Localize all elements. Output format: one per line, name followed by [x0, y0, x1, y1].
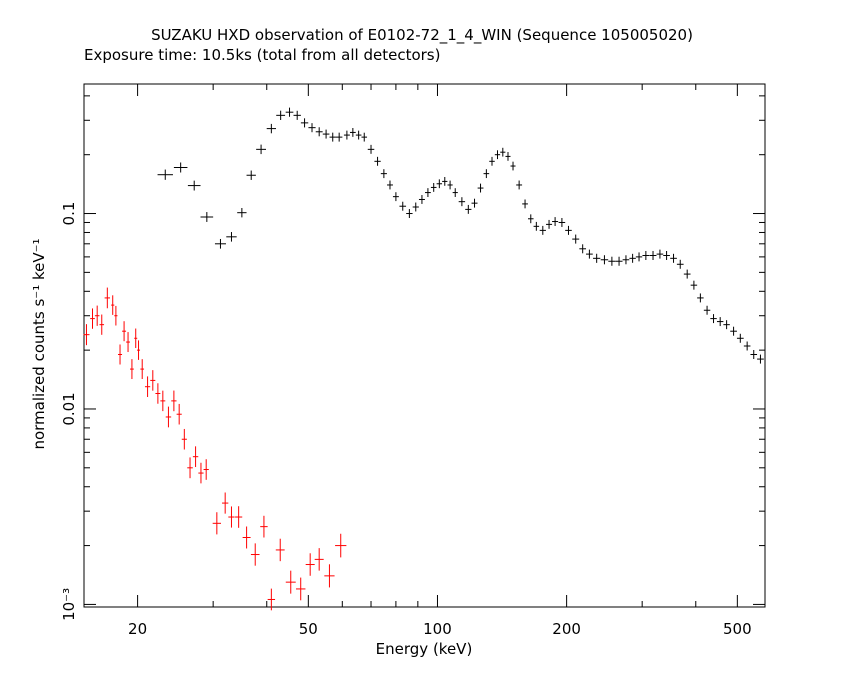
- x-tick-label: 20: [128, 620, 147, 638]
- x-tick-label: 100: [423, 620, 452, 638]
- chart-subtitle: Exposure time: 10.5ks (total from all de…: [84, 46, 440, 64]
- data-series: [83, 107, 764, 611]
- y-tick-label: 10⁻³: [60, 588, 78, 621]
- y-tick-label: 0.01: [60, 392, 78, 425]
- axis-ticks: [84, 84, 765, 607]
- y-tick-labels: 0.1 0.01 10⁻³: [60, 202, 78, 621]
- series-black: [157, 107, 764, 364]
- x-tick-labels: 20 50 100 200 500: [128, 620, 752, 638]
- chart-title: SUZAKU HXD observation of E0102-72_1_4_W…: [151, 26, 693, 45]
- x-tick-label: 200: [552, 620, 581, 638]
- series-red: [83, 287, 347, 611]
- y-tick-label: 0.1: [60, 202, 78, 226]
- x-tick-label: 50: [299, 620, 318, 638]
- plot-frame: [83, 83, 766, 608]
- x-tick-label: 500: [723, 620, 752, 638]
- y-axis-label: normalized counts s⁻¹ keV⁻¹: [30, 238, 48, 449]
- x-axis-label: Energy (keV): [376, 640, 473, 658]
